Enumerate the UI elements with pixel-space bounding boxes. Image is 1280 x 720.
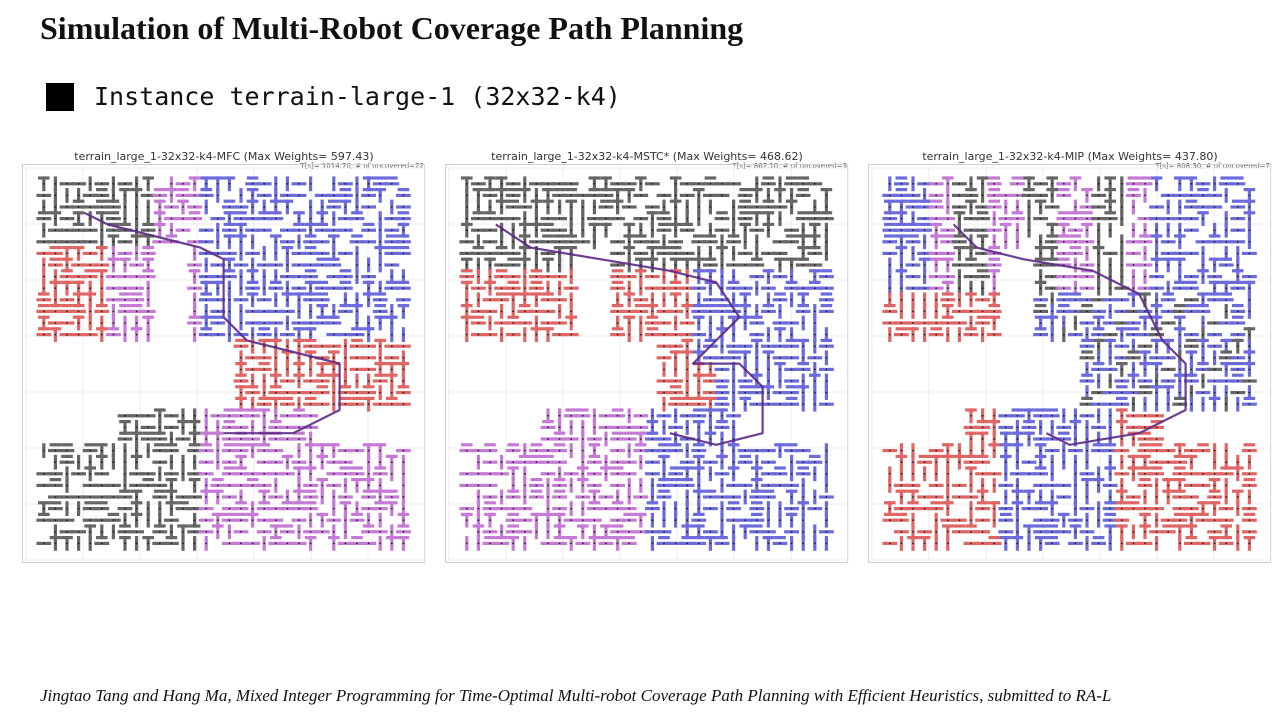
coverage-plot [445,164,849,563]
panel-stats: T[s]= 808.30, # of uncovered=7 [1155,162,1270,170]
trajectory-line [495,223,764,446]
panel-stats: T[s]= 867.10, # of uncovered=3 [732,162,847,170]
panel-mip: terrain_large_1-32x32-k4-MIP (Max Weight… [868,150,1272,564]
citation-footer: Jingtao Tang and Hang Ma, Mixed Integer … [40,686,1112,705]
coverage-paths [459,176,834,551]
panel-title: terrain_large_1-32x32-k4-MSTC* (Max Weig… [491,150,803,163]
slide-title: Simulation of Multi-Robot Coverage Path … [40,10,744,46]
panel-mfc: terrain_large_1-32x32-k4-MFC (Max Weight… [22,150,426,564]
panel-stats: T[s]= 1014.70, # of uncovered=22 [300,162,424,170]
coverage-paths [36,176,411,551]
panel-title: terrain_large_1-32x32-k4-MIP (Max Weight… [922,150,1218,163]
bullet-square-icon [46,82,74,111]
coverage-plot [868,164,1272,563]
trajectory-line [952,223,1187,446]
panel-mstc: terrain_large_1-32x32-k4-MSTC* (Max Weig… [445,150,849,564]
coverage-plot [22,164,426,563]
trajectory-line [83,211,341,435]
panel-title: terrain_large_1-32x32-k4-MFC (Max Weight… [74,150,374,163]
instance-heading: Instance terrain-large-1 (32x32-k4) [46,82,621,111]
coverage-paths [882,176,1257,551]
instance-label: Instance terrain-large-1 (32x32-k4) [94,82,621,111]
